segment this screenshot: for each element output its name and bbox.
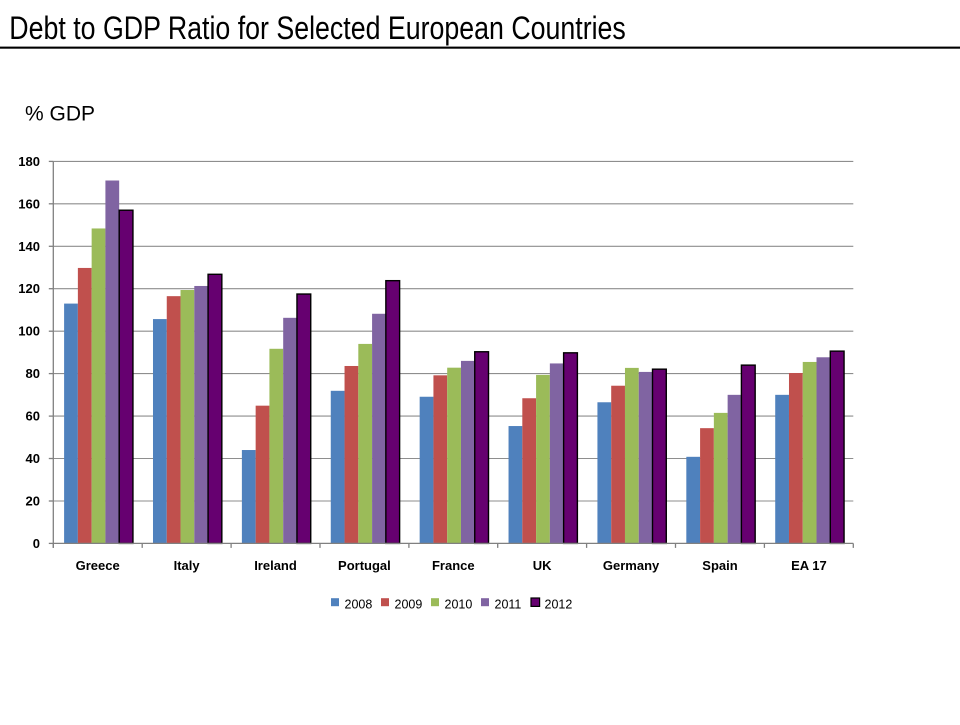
svg-text:2010: 2010 [445, 598, 473, 612]
svg-text:0: 0 [33, 536, 40, 551]
svg-text:140: 140 [18, 239, 40, 254]
svg-text:Greece: Greece [76, 558, 120, 573]
svg-text:Germany: Germany [603, 558, 660, 573]
svg-text:2011: 2011 [495, 598, 522, 612]
svg-text:Portugal: Portugal [338, 558, 391, 573]
svg-text:% GDP: % GDP [25, 103, 95, 126]
svg-text:20: 20 [26, 494, 40, 509]
svg-text:180: 180 [18, 154, 40, 169]
svg-text:160: 160 [18, 196, 40, 211]
svg-text:2012: 2012 [545, 598, 573, 612]
svg-text:60: 60 [26, 409, 40, 424]
svg-text:100: 100 [18, 324, 40, 339]
svg-text:Debt to GDP Ratio for Selected: Debt to GDP Ratio for Selected European … [9, 10, 626, 46]
svg-text:France: France [432, 558, 475, 573]
svg-text:2008: 2008 [345, 598, 373, 612]
svg-text:120: 120 [18, 281, 40, 296]
svg-text:UK: UK [533, 558, 552, 573]
svg-text:Spain: Spain [702, 558, 737, 573]
svg-text:Italy: Italy [174, 558, 201, 573]
svg-text:EA 17: EA 17 [791, 558, 827, 573]
svg-text:40: 40 [26, 451, 40, 466]
svg-text:2009: 2009 [395, 598, 423, 612]
svg-text:Ireland: Ireland [254, 558, 297, 573]
svg-text:80: 80 [26, 366, 40, 381]
